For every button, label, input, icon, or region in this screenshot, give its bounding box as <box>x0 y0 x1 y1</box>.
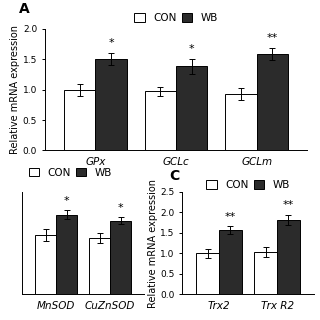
Text: *: * <box>189 44 195 54</box>
Text: **: ** <box>283 200 294 211</box>
Legend: CON, WB: CON, WB <box>205 179 291 191</box>
Text: **: ** <box>225 212 236 222</box>
Bar <box>56 214 77 294</box>
Bar <box>35 235 56 294</box>
Bar <box>257 54 288 150</box>
Bar <box>110 221 131 294</box>
Text: A: A <box>19 2 29 16</box>
Bar <box>89 238 110 294</box>
Bar <box>219 230 242 294</box>
Bar <box>64 90 95 150</box>
Bar <box>254 252 277 294</box>
Bar <box>277 220 300 294</box>
Legend: CON, WB: CON, WB <box>133 12 219 24</box>
Text: *: * <box>108 38 114 48</box>
Text: C: C <box>169 170 180 183</box>
Legend: CON, WB: CON, WB <box>28 166 113 179</box>
Y-axis label: Relative mRNA expression: Relative mRNA expression <box>10 25 20 154</box>
Y-axis label: Relative mRNA expression: Relative mRNA expression <box>148 179 158 308</box>
Text: *: * <box>64 196 69 206</box>
Bar <box>95 59 127 150</box>
Bar <box>225 94 257 150</box>
Bar <box>196 253 219 294</box>
Bar <box>145 92 176 150</box>
Bar <box>176 67 207 150</box>
Text: **: ** <box>267 33 278 44</box>
Text: *: * <box>118 203 124 213</box>
